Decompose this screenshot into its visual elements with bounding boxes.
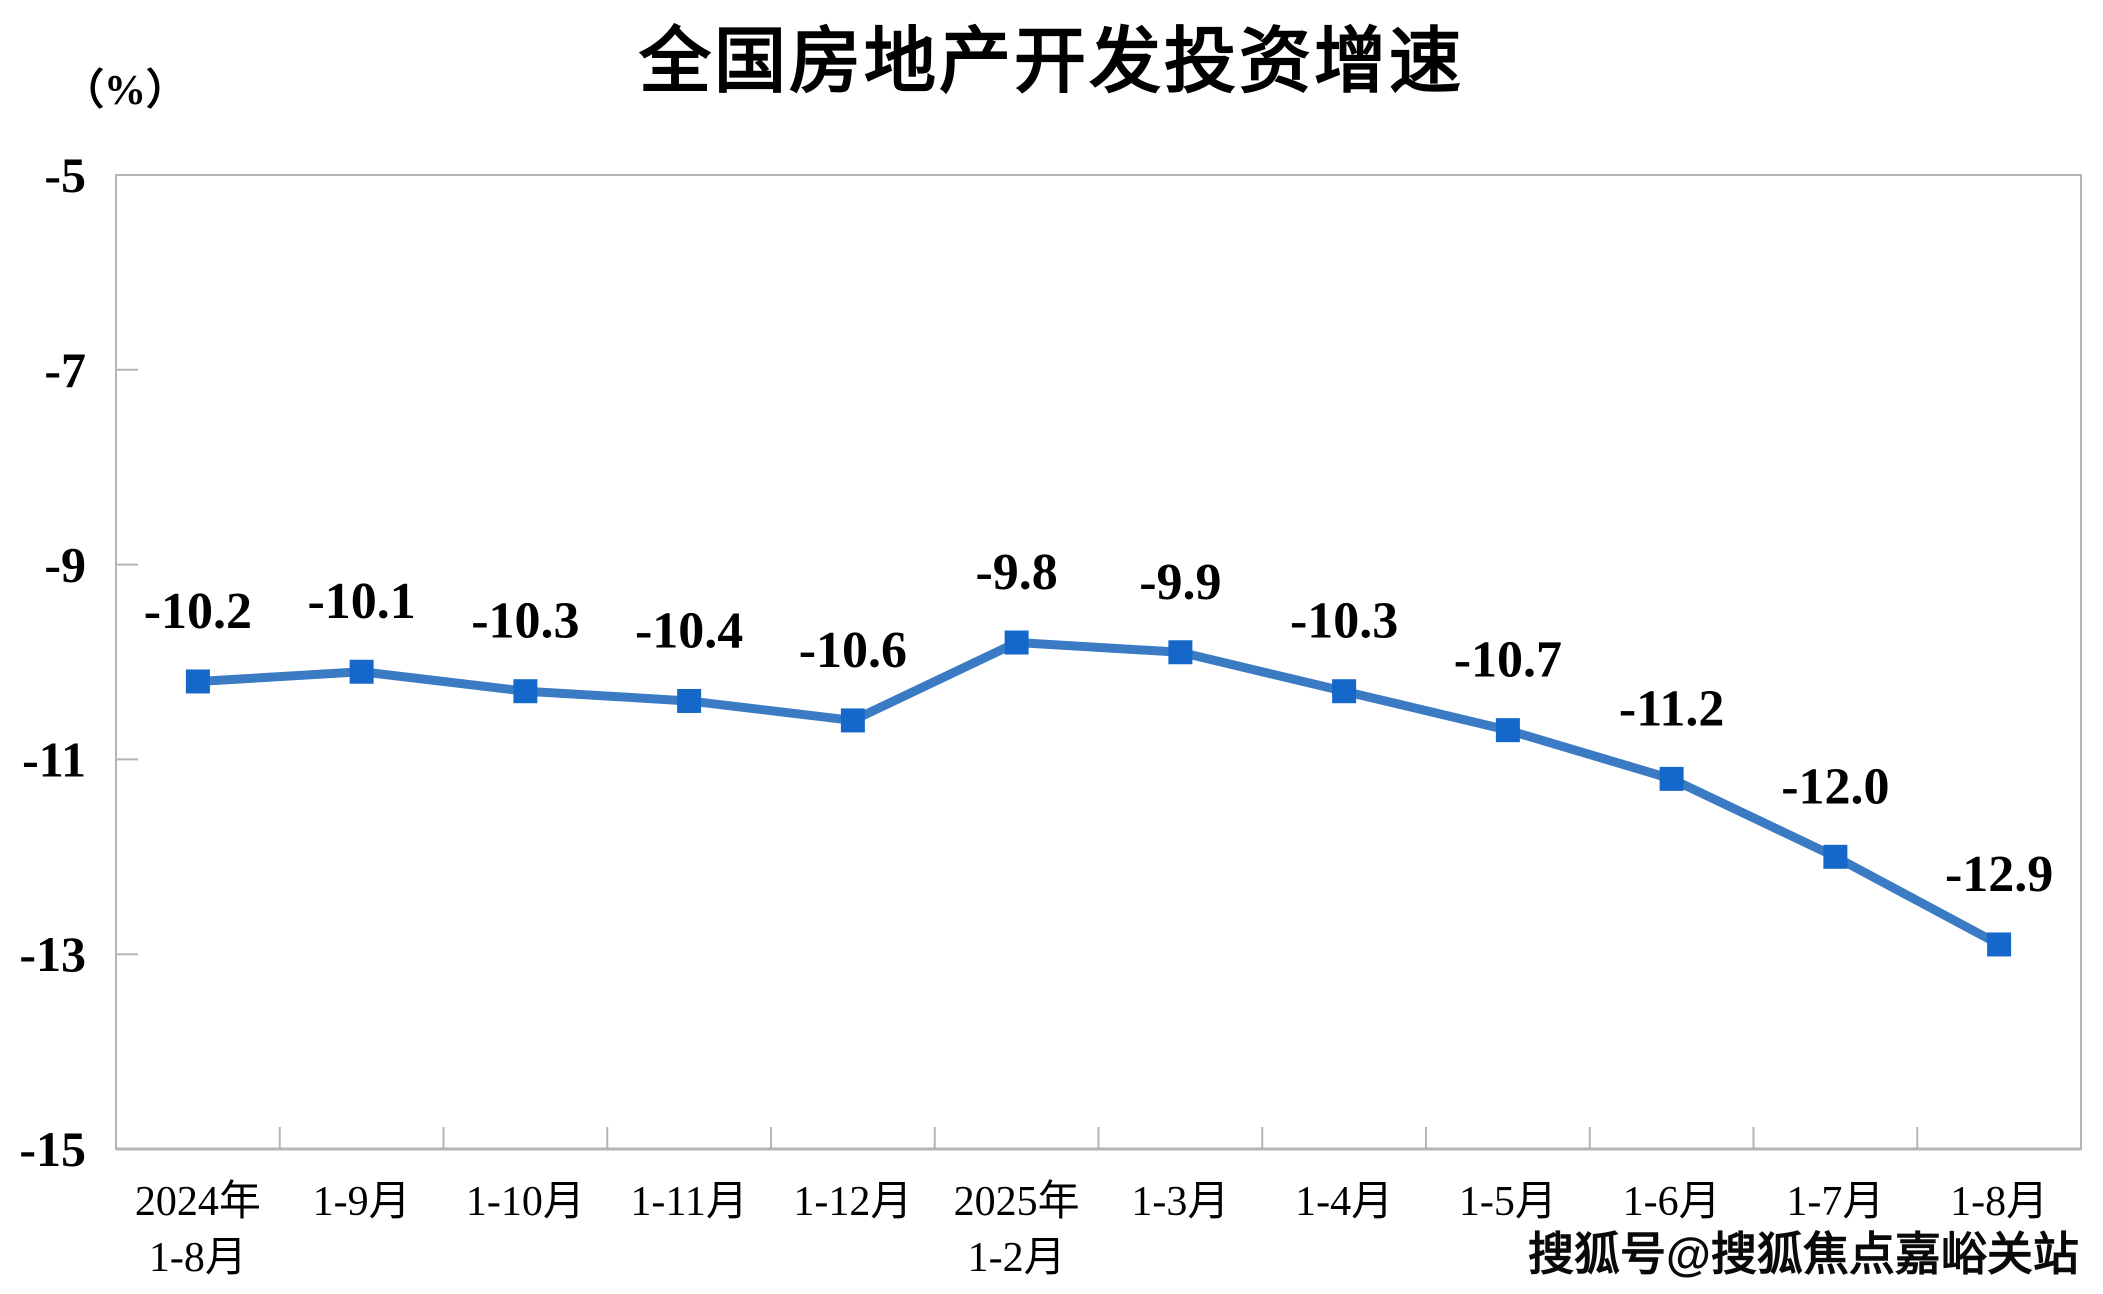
x-axis-label-line1: 1-11月 bbox=[630, 1179, 747, 1225]
data-point-label: -10.6 bbox=[799, 622, 907, 679]
data-point-marker bbox=[1004, 630, 1029, 655]
x-axis-label-line1: 1-6月 bbox=[1623, 1179, 1721, 1225]
plot-area-border bbox=[115, 174, 2082, 1150]
x-axis-label-line1: 1-10月 bbox=[466, 1179, 585, 1225]
x-axis-label-line1: 1-5月 bbox=[1459, 1179, 1557, 1225]
data-point-label: -10.7 bbox=[1454, 632, 1562, 689]
data-point-marker bbox=[1987, 932, 2012, 957]
data-point-marker bbox=[1823, 844, 1848, 869]
data-point-label: -10.3 bbox=[1290, 593, 1398, 650]
x-axis-label-line1: 2024年 bbox=[135, 1178, 261, 1225]
data-point-marker bbox=[1332, 679, 1357, 704]
y-axis-tick-label: -13 bbox=[19, 926, 86, 982]
y-axis-tick-label: -7 bbox=[44, 342, 86, 398]
data-point-marker bbox=[1168, 640, 1193, 665]
data-point-label: -9.9 bbox=[1139, 554, 1221, 611]
data-point-marker bbox=[349, 659, 374, 684]
data-point-label: -12.9 bbox=[1945, 846, 2053, 903]
y-axis-tick-label: -15 bbox=[19, 1121, 86, 1177]
data-point-marker bbox=[185, 669, 210, 694]
x-axis-label-line1: 2025年 bbox=[954, 1178, 1080, 1225]
y-axis-unit-label: （%） bbox=[62, 68, 189, 114]
y-axis-tick-label: -5 bbox=[44, 147, 86, 203]
x-axis-label-line1: 1-8月 bbox=[1950, 1179, 2048, 1225]
chart-title: 全国房地产开发投资增速 bbox=[638, 22, 1464, 102]
x-axis-label-line1: 1-7月 bbox=[1786, 1179, 1884, 1225]
data-point-marker bbox=[1659, 766, 1684, 791]
data-point-label: -10.3 bbox=[471, 593, 579, 650]
x-axis-label-line1: 1-3月 bbox=[1131, 1179, 1229, 1225]
data-point-label: -10.2 bbox=[144, 583, 252, 640]
x-axis-label-line2: 1-8月 bbox=[149, 1235, 247, 1281]
x-axis-label-line1: 1-12月 bbox=[793, 1179, 912, 1225]
y-axis-tick-label: -9 bbox=[44, 537, 86, 593]
data-point-label: -12.0 bbox=[1781, 758, 1889, 815]
data-point-marker bbox=[677, 688, 702, 713]
x-axis-label-line1: 1-4月 bbox=[1295, 1179, 1393, 1225]
watermark-text: 搜狐号@搜狐焦点嘉峪关站 bbox=[1528, 1228, 2079, 1280]
data-point-label: -9.8 bbox=[975, 544, 1057, 601]
data-point-marker bbox=[840, 708, 865, 733]
y-axis-tick-label: -11 bbox=[22, 731, 86, 787]
data-point-marker bbox=[1495, 718, 1520, 743]
x-axis-label-line1: 1-9月 bbox=[313, 1179, 411, 1225]
data-point-label: -11.2 bbox=[1619, 680, 1724, 737]
x-axis-label-line2: 1-2月 bbox=[968, 1235, 1066, 1281]
data-point-label: -10.1 bbox=[307, 573, 415, 630]
series-line bbox=[193, 638, 2004, 949]
data-point-marker bbox=[513, 679, 538, 704]
data-point-label: -10.4 bbox=[635, 602, 743, 659]
